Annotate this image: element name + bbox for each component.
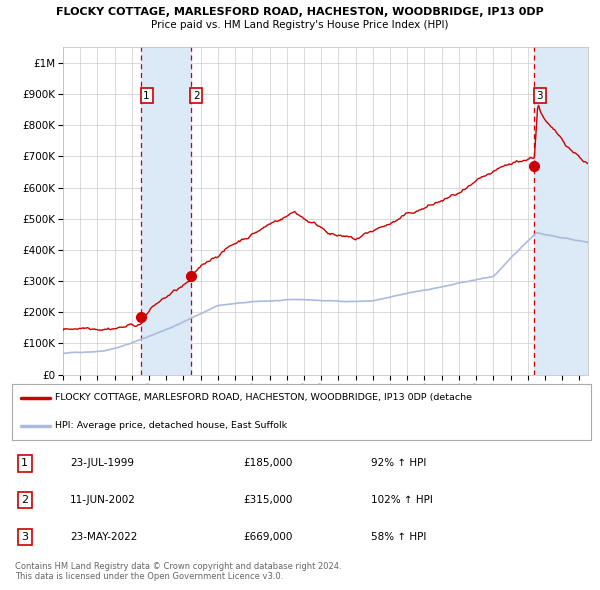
Text: 2: 2 bbox=[193, 90, 200, 100]
Text: 11-JUN-2002: 11-JUN-2002 bbox=[70, 495, 136, 505]
Text: 92% ↑ HPI: 92% ↑ HPI bbox=[371, 458, 427, 468]
Text: 23-MAY-2022: 23-MAY-2022 bbox=[70, 532, 137, 542]
Text: 58% ↑ HPI: 58% ↑ HPI bbox=[371, 532, 427, 542]
Text: 1: 1 bbox=[21, 458, 28, 468]
Text: £669,000: £669,000 bbox=[244, 532, 293, 542]
Text: Contains HM Land Registry data © Crown copyright and database right 2024.
This d: Contains HM Land Registry data © Crown c… bbox=[15, 562, 341, 581]
Text: £315,000: £315,000 bbox=[244, 495, 293, 505]
Text: 23-JUL-1999: 23-JUL-1999 bbox=[70, 458, 134, 468]
Text: £185,000: £185,000 bbox=[244, 458, 293, 468]
Text: HPI: Average price, detached house, East Suffolk: HPI: Average price, detached house, East… bbox=[55, 421, 287, 430]
Text: 102% ↑ HPI: 102% ↑ HPI bbox=[371, 495, 433, 505]
Text: 1: 1 bbox=[143, 90, 150, 100]
Bar bbox=[142, 47, 191, 375]
Text: 3: 3 bbox=[21, 532, 28, 542]
Text: FLOCKY COTTAGE, MARLESFORD ROAD, HACHESTON, WOODBRIDGE, IP13 0DP: FLOCKY COTTAGE, MARLESFORD ROAD, HACHEST… bbox=[56, 7, 544, 17]
Text: 2: 2 bbox=[21, 495, 28, 505]
Bar bbox=[535, 47, 588, 375]
Text: Price paid vs. HM Land Registry's House Price Index (HPI): Price paid vs. HM Land Registry's House … bbox=[151, 20, 449, 30]
Text: FLOCKY COTTAGE, MARLESFORD ROAD, HACHESTON, WOODBRIDGE, IP13 0DP (detache: FLOCKY COTTAGE, MARLESFORD ROAD, HACHEST… bbox=[55, 393, 472, 402]
Text: 3: 3 bbox=[536, 90, 543, 100]
